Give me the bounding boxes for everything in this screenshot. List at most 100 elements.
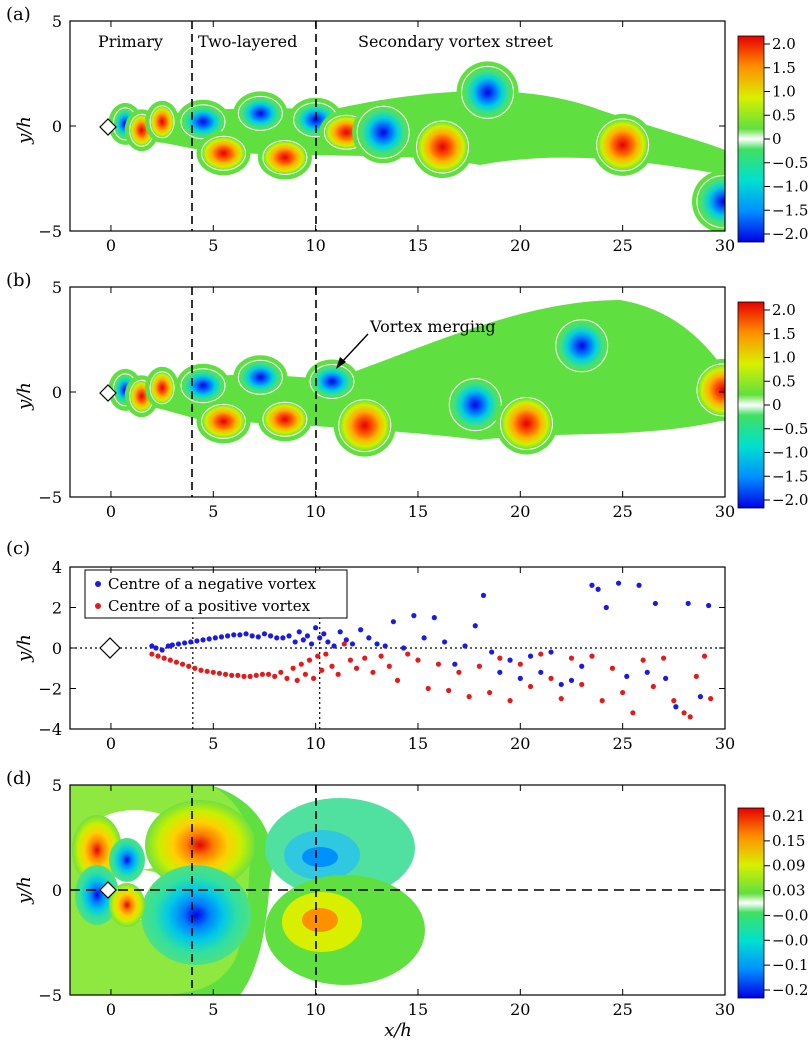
negative-vortex-a-11	[461, 65, 515, 119]
positive-vortex-b-6	[262, 401, 308, 437]
x-tick-label-b-6: 30	[715, 502, 735, 521]
x-tick-label-d-5: 25	[612, 1000, 632, 1019]
negative-vortex-point-13	[225, 633, 231, 639]
positive-vortex-point-54	[527, 683, 534, 690]
panel-a: (a) Primary Two-layered Secondary vortex…	[6, 4, 735, 255]
panel-label-b: (b)	[6, 270, 32, 291]
positive-vortex-point-71	[693, 673, 699, 679]
positive-vortex-point-49	[476, 663, 482, 669]
positive-vortex-point-35	[347, 657, 354, 663]
cb-label-a-2: 1.0	[772, 83, 796, 101]
negative-vortex-point-23	[286, 633, 292, 639]
panel-label-a: (a)	[6, 4, 31, 25]
x-tick-label-d-0: 0	[106, 1000, 116, 1019]
positive-vortex-point-9	[204, 668, 210, 674]
y-tick-label-c-2: 0	[52, 639, 62, 658]
y-tick-label-c-3: 2	[52, 599, 62, 618]
negative-vortex-point-36	[349, 641, 356, 647]
y-tick-label-a-2: 5	[52, 12, 62, 31]
positive-vortex-point-57	[558, 696, 564, 702]
positive-vortex-point-22	[284, 675, 290, 681]
x-tick-label-a-5: 25	[612, 236, 632, 255]
negative-vortex-point-48	[462, 643, 468, 649]
x-tick-label-b-1: 5	[208, 502, 218, 521]
colorbar-a: 2.0 1.5 1.0 0.5 0 −0.5 −1.0 −1.5 −2.0	[737, 35, 808, 243]
negative-vortex-point-16	[243, 631, 249, 637]
negative-vortex-point-46	[441, 639, 448, 645]
negative-vortex-point-0	[149, 643, 155, 649]
negative-vortex-point-24	[292, 639, 298, 645]
square-cylinder-d	[99, 881, 117, 899]
cb-label-d-6: −0.15	[772, 956, 808, 974]
y-tick-label-b-1: 0	[52, 383, 62, 402]
positive-vortex-point-34	[341, 641, 347, 647]
panel-a-field	[100, 61, 725, 231]
positive-vortex-point-7	[192, 665, 198, 671]
positive-vortex-point-32	[329, 663, 335, 669]
negative-vortex-point-70	[673, 704, 679, 710]
d-lobe-positive-x10-core	[302, 908, 338, 932]
negative-vortex-point-40	[382, 643, 388, 649]
positive-vortex-point-6	[186, 663, 192, 669]
positive-vortex-point-12	[222, 671, 229, 677]
positive-vortex-point-36	[353, 665, 360, 671]
cb-label-a-6: −1.0	[772, 178, 808, 196]
positive-vortex-point-42	[405, 651, 411, 657]
d-lobe-negative-x10-core	[302, 847, 338, 867]
d-lobe-positive-x4	[145, 800, 255, 890]
positive-vortex-a-12	[596, 118, 650, 172]
negative-vortex-point-10	[206, 636, 212, 642]
negative-vortex-point-54	[517, 675, 523, 681]
positive-vortex-point-53	[517, 661, 523, 667]
x-tick-label-d-4: 20	[510, 1000, 530, 1019]
positive-vortex-point-27	[306, 657, 313, 663]
negative-vortex-point-49	[472, 623, 478, 629]
negative-vortex-point-66	[636, 582, 642, 588]
positive-vortex-point-73	[708, 696, 714, 702]
positive-vortex-a-2	[149, 105, 175, 139]
negative-vortex-point-3	[165, 643, 171, 649]
panel-b: (b) Vortex merging y/h 0 5 10 15 20 25 30 −5 0 5	[6, 270, 735, 521]
x-tick-label-c-6: 30	[715, 734, 735, 753]
cb-label-a-7: −1.5	[772, 201, 808, 219]
panel-c-legend: Centre of a negative vortex Centre of a …	[84, 569, 348, 619]
cb-label-a-0: 2.0	[772, 35, 796, 53]
x-tick-label-a-3: 15	[408, 236, 428, 255]
legend-label-positive: Centre of a positive vortex	[108, 597, 311, 615]
negative-vortex-point-21	[274, 635, 280, 641]
x-tick-label-c-0: 0	[106, 734, 116, 753]
x-tick-label-b-0: 0	[106, 502, 116, 521]
positive-vortex-point-48	[466, 694, 472, 700]
x-tick-label-d-6: 30	[715, 1000, 735, 1019]
positive-vortex-point-47	[456, 669, 462, 675]
y-tick-label-c-0: −4	[38, 720, 62, 739]
panel-b-ticks: 0 5 10 15 20 25 30 −5 0 5	[38, 278, 735, 521]
x-tick-label-c-4: 20	[510, 734, 530, 753]
positive-vortex-point-21	[278, 669, 284, 675]
panel-d-field	[70, 785, 425, 995]
x-tick-label-a-2: 10	[305, 236, 325, 255]
cb-label-d-5: −0.09	[772, 931, 808, 949]
negative-vortex-point-6	[182, 640, 188, 646]
negative-vortex-point-69	[663, 675, 669, 681]
positive-vortex-a-10	[416, 120, 470, 174]
negative-vortex-point-61	[589, 582, 595, 588]
y-axis-label-a: y/h	[14, 116, 35, 145]
panel-label-d: (d)	[6, 768, 32, 789]
colorbar-d-ticks: 0.21 0.15 0.09 0.03 −0.03 −0.09 −0.15 −0.21	[764, 807, 808, 999]
positive-vortex-point-5	[179, 661, 186, 667]
negative-vortex-point-7	[188, 639, 194, 645]
negative-vortex-point-31	[321, 631, 327, 637]
x-tick-label-d-2: 10	[305, 1000, 325, 1019]
negative-vortex-point-28	[308, 641, 315, 647]
negative-vortex-point-56	[538, 669, 544, 675]
colorbar-d: 0.21 0.15 0.09 0.03 −0.03 −0.09 −0.15 −0.21	[737, 807, 808, 999]
square-cylinder-c	[99, 637, 121, 659]
cb-label-b-5: −0.5	[772, 420, 808, 438]
positive-vortex-point-31	[323, 651, 329, 657]
y-tick-label-d-2: 5	[52, 776, 62, 795]
negative-vortex-b-11	[555, 319, 609, 373]
positive-vortex-point-55	[538, 651, 544, 657]
positive-vortex-point-14	[235, 672, 241, 678]
y-tick-label-c-4: 4	[52, 558, 62, 577]
